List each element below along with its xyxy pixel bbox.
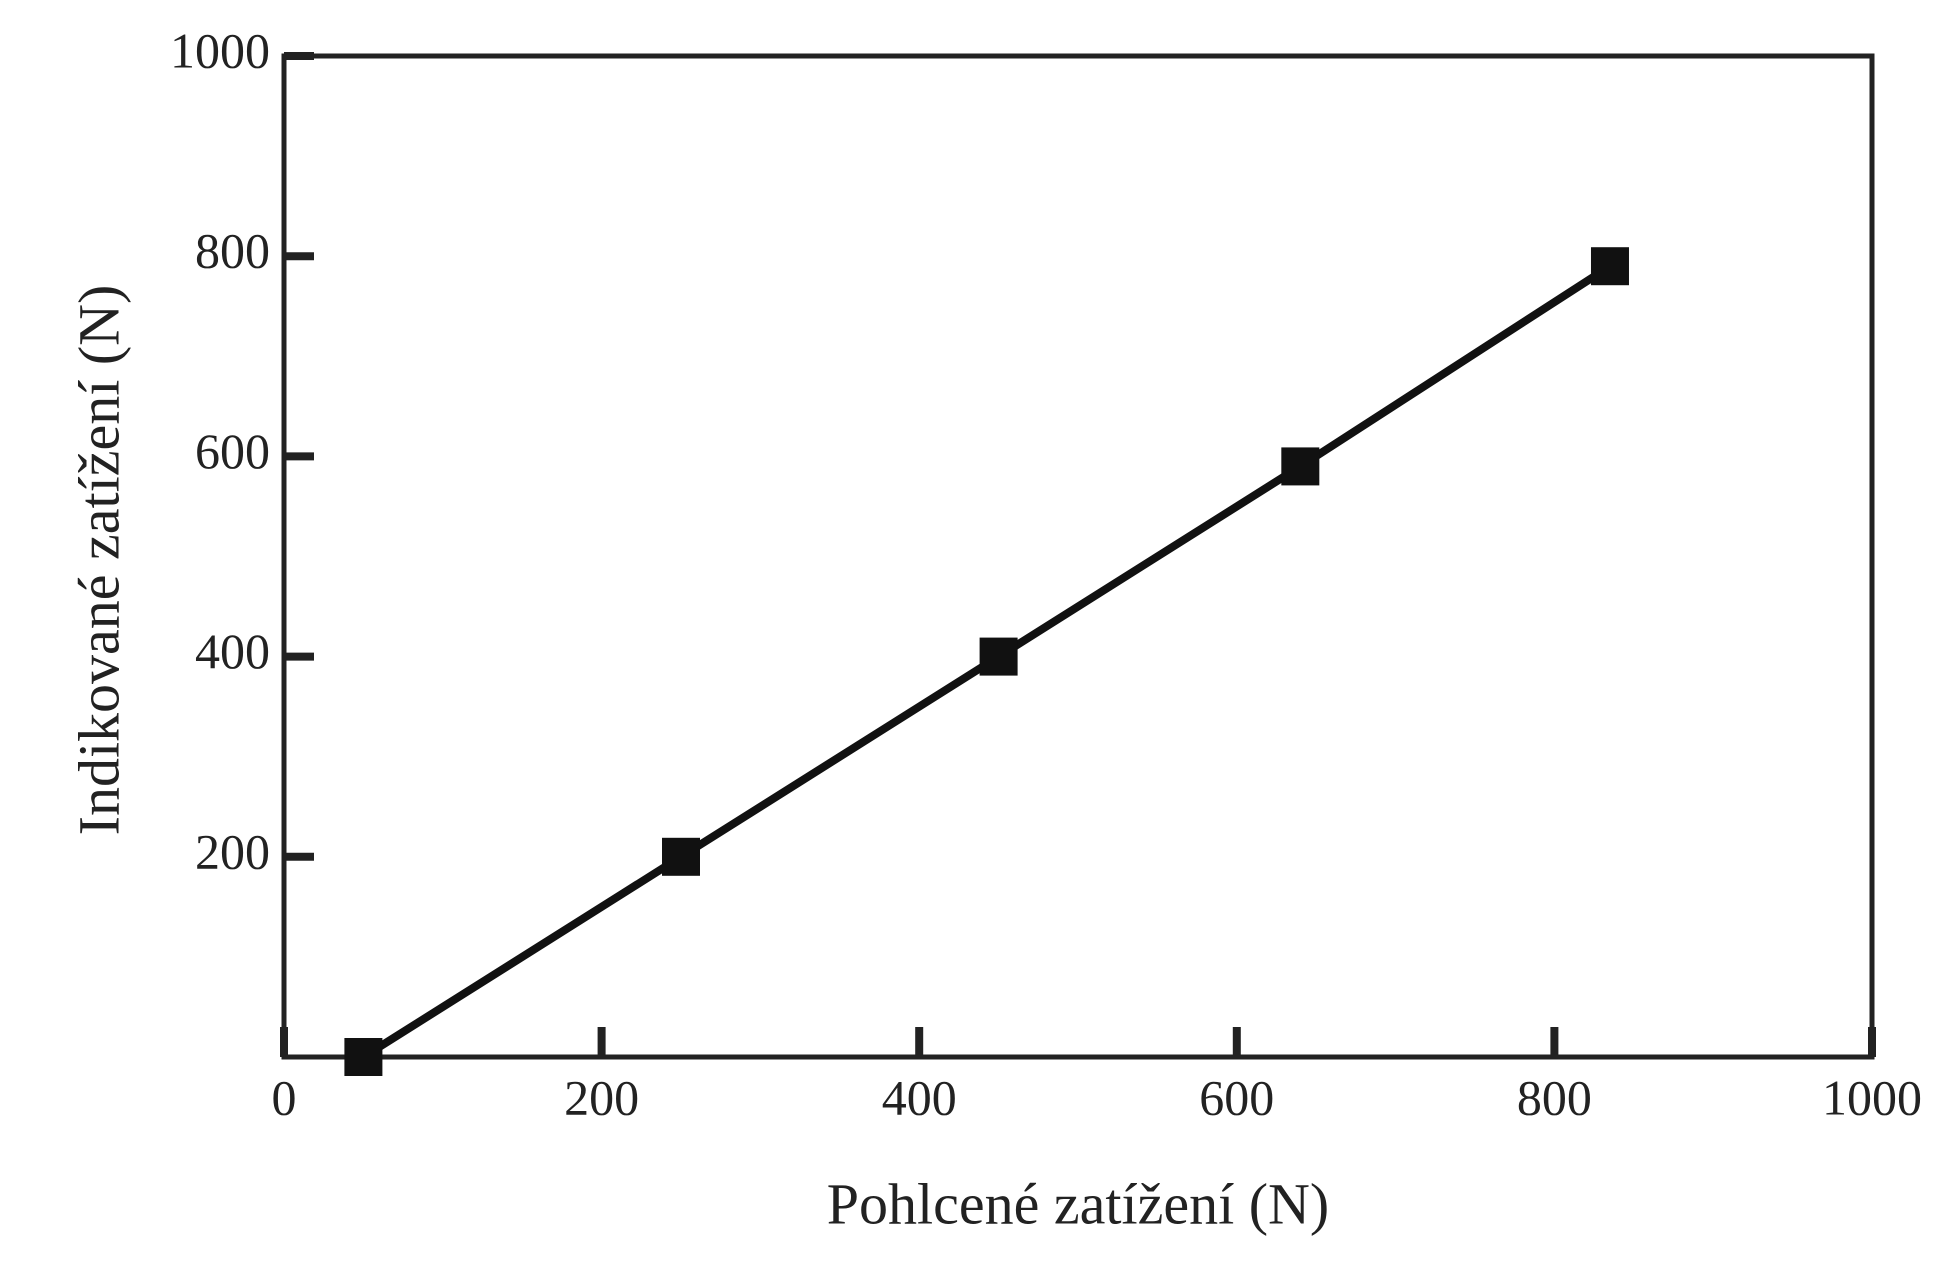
data-point [979, 637, 1018, 676]
x-tick-label: 400 [882, 1069, 957, 1125]
data-point [662, 837, 700, 876]
y-tick-label: 600 [195, 423, 270, 479]
x-tick-label: 1000 [1822, 1069, 1922, 1125]
data-point [344, 1038, 383, 1076]
y-tick-label: 1000 [170, 22, 270, 78]
x-tick-label: 200 [564, 1069, 639, 1125]
y-tick-label: 400 [195, 623, 270, 679]
y-axis-title: Indikované zatížení (N) [66, 285, 131, 836]
x-tick-label: 800 [1517, 1069, 1592, 1125]
y-tick-label: 800 [195, 223, 270, 279]
x-tick-label: 600 [1199, 1069, 1274, 1125]
y-tick-label: 200 [195, 823, 270, 879]
x-axis-title: Pohlcené zatížení (N) [827, 1171, 1329, 1236]
plot-frame [281, 53, 1875, 1060]
data-point [1281, 447, 1320, 486]
x-tick-label: 0 [272, 1069, 297, 1125]
data-point [1590, 247, 1629, 286]
